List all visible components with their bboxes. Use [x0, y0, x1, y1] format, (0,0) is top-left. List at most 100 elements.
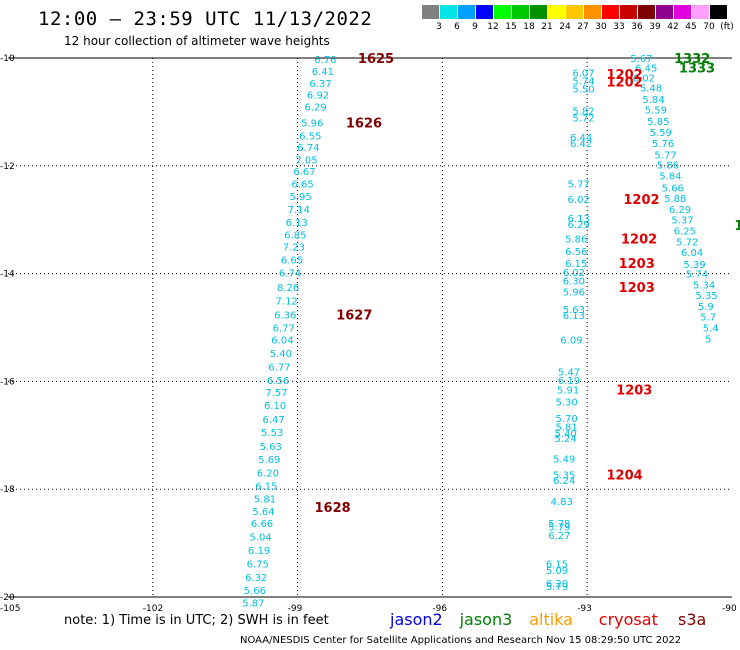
wave-height-value: 5.63	[563, 305, 585, 316]
wave-height-value: 6.19	[558, 376, 580, 387]
latitude-tick-label: -18	[0, 485, 15, 495]
wave-height-value: 5.78	[548, 519, 570, 530]
wave-height-value: 6.47	[263, 415, 285, 426]
wave-height-value: 6.24	[553, 476, 575, 487]
wave-height-value: 6.07	[572, 69, 594, 80]
wave-height-value: 5.35	[695, 291, 717, 302]
longitude-tick-label: -96	[432, 604, 447, 614]
wave-height-value: 6.56	[267, 376, 289, 387]
colorbar-label: 45	[685, 22, 697, 32]
wave-height-value: 6.02	[563, 268, 585, 279]
colorbar-label: 39	[649, 22, 661, 32]
wave-height-value: 5.40	[555, 429, 577, 440]
wave-height-value: 6.75	[247, 560, 269, 571]
wave-height-value: 6.37	[309, 79, 331, 90]
wave-height-value: 5.91	[557, 385, 579, 396]
wave-height-value: 5.66	[244, 586, 266, 597]
colorbar-swatch	[638, 5, 655, 19]
wave-height-value: 5.40	[270, 349, 292, 360]
wave-height-value: 5.63	[260, 442, 282, 453]
wave-height-value: 5.67	[630, 54, 652, 65]
wave-height-value: 5.37	[671, 216, 693, 227]
time-label: 1202	[607, 68, 643, 83]
colorbar-swatch	[656, 5, 673, 19]
wave-height-value: 6.77	[273, 324, 295, 335]
wave-height-value: 5.87	[242, 598, 264, 609]
wave-height-value: 6.77	[268, 362, 290, 373]
wave-height-value: 5.81	[254, 494, 276, 505]
wave-height-value: 5.86	[565, 235, 587, 246]
wave-height-value: 6.30	[563, 277, 585, 288]
wave-height-value: 5.85	[647, 117, 669, 128]
time-label: 1202	[621, 233, 657, 248]
colorbar-label: 70	[703, 22, 715, 32]
time-label: 1628	[314, 501, 350, 516]
wave-height-value: 7.23	[283, 243, 305, 254]
time-label: 1332	[674, 52, 710, 67]
colorbar-label: 42	[667, 22, 679, 32]
time-label: 1203	[619, 281, 655, 296]
wave-height-value: 6.02	[633, 73, 655, 84]
wave-height-value: 5.95	[290, 192, 312, 203]
colorbar-label: 27	[577, 22, 589, 32]
wave-height-value: 5.59	[645, 106, 667, 117]
wave-height-value: 6.74	[279, 269, 301, 280]
time-label: 1627	[336, 309, 372, 324]
wave-height-value: 5.81	[555, 423, 577, 434]
wave-height-value: 5.64	[252, 507, 274, 518]
time-label: 1203	[616, 383, 652, 398]
time-label: 1625	[358, 52, 394, 67]
latitude-tick-label: -12	[0, 162, 15, 172]
wave-height-value: 5.79	[548, 522, 570, 533]
colorbar-label: 18	[523, 22, 535, 32]
wave-height-value: 5.76	[652, 139, 674, 150]
wave-height-value: 6.04	[681, 248, 703, 259]
wave-height-value: 6.67	[293, 167, 315, 178]
wave-height-value: 5.09	[546, 566, 568, 577]
wave-height-value: 5.77	[654, 150, 676, 161]
wave-height-value: 7.57	[265, 388, 287, 399]
mission-jason2: jason2	[390, 610, 443, 629]
longitude-tick-label: -105	[0, 604, 20, 614]
wave-height-value: 5.59	[650, 128, 672, 139]
wave-height-value: 6.92	[307, 91, 329, 102]
wave-height-value: 5.48	[640, 84, 662, 95]
colorbar-label: 9	[472, 22, 478, 32]
wave-height-value: 6.32	[245, 573, 267, 584]
mission-jason3: jason3	[459, 610, 513, 629]
wave-height-value: 5	[705, 334, 711, 345]
colorbar-swatch	[620, 5, 637, 19]
colorbar-label: 24	[559, 22, 571, 32]
wave-height-value: 7.12	[276, 297, 298, 308]
wave-height-value: 6.76	[314, 55, 336, 66]
wave-height-value: 6.42	[570, 139, 592, 150]
wave-height-value: 5.70	[555, 414, 577, 425]
footnote: note: 1) Time is in UTC; 2) SWH is in fe…	[64, 613, 329, 628]
mission-s3a: s3a	[678, 610, 707, 629]
wave-height-value: 6.65	[281, 256, 303, 267]
colorbar-label: (ft)	[720, 22, 734, 32]
wave-height-value: 6.13	[568, 214, 590, 225]
colorbar-swatch	[602, 5, 619, 19]
colorbar-swatch	[710, 5, 727, 19]
wave-height-value: 6.29	[669, 205, 691, 216]
wave-height-value: 6.04	[271, 335, 293, 346]
colorbar-label: 3	[436, 22, 442, 32]
wave-height-value: 5.47	[558, 368, 580, 379]
wave-height-value: 6.15	[565, 259, 587, 270]
time-label: 1202	[607, 76, 643, 91]
wave-height-value: 5.34	[693, 280, 715, 291]
wave-height-value: 6.19	[248, 546, 270, 557]
mission-altika: altika	[529, 610, 573, 629]
wave-height-value: 5.9	[698, 302, 714, 313]
colorbar-label: 6	[454, 22, 460, 32]
wave-height-value: 6.15	[255, 481, 277, 492]
wave-height-value: 4.83	[551, 497, 573, 508]
colorbar-swatch	[674, 5, 691, 19]
wave-height-value: 5.88	[664, 194, 686, 205]
colorbar-swatch	[476, 5, 493, 19]
wave-height-value: 6.02	[568, 195, 590, 206]
wave-height-value: 6.29	[304, 103, 326, 114]
wave-height-value: 5.66	[662, 183, 684, 194]
longitude-tick-label: -102	[143, 604, 163, 614]
